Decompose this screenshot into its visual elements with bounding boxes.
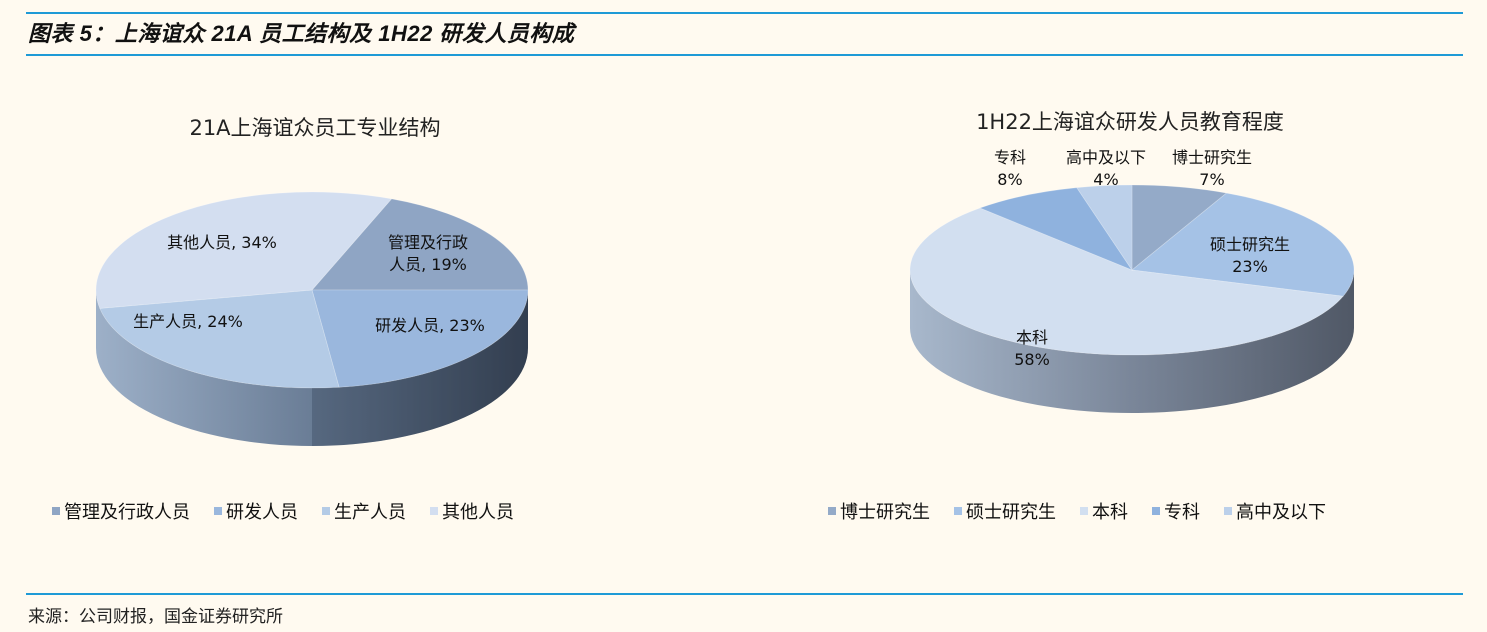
- pie-slice-1: [311, 198, 529, 291]
- data-label: 高中及以下: [1066, 148, 1146, 167]
- right-chart-legend: 博士研究生 硕士研究生 本科 专科 高中及以下: [828, 498, 1326, 524]
- data-label: 人员, 19%: [389, 255, 467, 274]
- top-rule: [26, 12, 1463, 14]
- data-label: 本科: [1016, 328, 1048, 347]
- data-label: 博士研究生: [1172, 148, 1252, 167]
- legend-label: 博士研究生: [840, 502, 930, 523]
- data-label: 硕士研究生: [1210, 235, 1290, 254]
- left-chart-legend: 管理及行政人员 研发人员 生产人员 其他人员: [52, 498, 514, 524]
- legend-swatch: [214, 507, 222, 515]
- data-label: 研发人员, 23%: [375, 316, 485, 335]
- pie-slice-5: [1076, 184, 1133, 272]
- left-pie-chart: 管理及行政人员, 19% 研发人员, 23% 生产人员, 24% 其他人员, 34%: [95, 191, 529, 446]
- legend-item: 博士研究生: [828, 498, 930, 524]
- right-chart-title: 1H22上海谊众研发人员教育程度: [976, 110, 1284, 134]
- legend-swatch: [1152, 507, 1160, 515]
- pie-slice-2: [311, 289, 529, 388]
- data-label: 生产人员, 24%: [133, 312, 243, 331]
- legend-swatch: [322, 507, 330, 515]
- data-label: 其他人员, 34%: [167, 233, 277, 252]
- legend-label: 生产人员: [334, 502, 406, 523]
- bottom-rule: [26, 593, 1463, 595]
- legend-swatch: [430, 507, 438, 515]
- data-label: 23%: [1232, 257, 1268, 276]
- legend-item: 其他人员: [430, 498, 514, 524]
- data-label: 7%: [1199, 170, 1224, 189]
- data-label: 管理及行政: [388, 233, 468, 252]
- pie-slice-2: [1131, 192, 1355, 297]
- pie-side-wall: [910, 270, 1354, 413]
- legend-item: 管理及行政人员: [52, 498, 190, 524]
- data-label: 58%: [1014, 350, 1050, 369]
- legend-label: 高中及以下: [1236, 502, 1326, 523]
- legend-swatch: [1224, 507, 1232, 515]
- legend-label: 研发人员: [226, 502, 298, 523]
- legend-swatch: [52, 507, 60, 515]
- data-label: 8%: [997, 170, 1022, 189]
- legend-label: 管理及行政人员: [64, 502, 190, 523]
- left-chart-title: 21A上海谊众员工专业结构: [189, 116, 441, 140]
- pie-slice-3: [99, 289, 340, 389]
- legend-swatch: [954, 507, 962, 515]
- legend-item: 本科: [1080, 498, 1128, 524]
- figure-title: 图表 5：上海谊众 21A 员工结构及 1H22 研发人员构成: [28, 21, 575, 46]
- pie-slice-3: [909, 207, 1344, 356]
- pie-side-wall: [96, 290, 528, 446]
- legend-swatch: [828, 507, 836, 515]
- legend-item: 研发人员: [214, 498, 298, 524]
- title-rule: [26, 54, 1463, 56]
- legend-label: 本科: [1092, 502, 1128, 523]
- data-label: 专科: [994, 148, 1026, 167]
- pie-slice-4: [95, 191, 393, 309]
- legend-swatch: [1080, 507, 1088, 515]
- pie-slice-4: [978, 187, 1134, 271]
- source-note: 来源：公司财报，国金证券研究所: [28, 607, 283, 627]
- legend-item: 生产人员: [322, 498, 406, 524]
- legend-item: 硕士研究生: [954, 498, 1056, 524]
- legend-label: 硕士研究生: [966, 502, 1056, 523]
- pie-slice-1: [1131, 184, 1228, 271]
- data-label: 4%: [1093, 170, 1118, 189]
- right-pie-chart: 博士研究生 7% 硕士研究生 23% 本科 58% 专科 8% 高中及以下 4%: [909, 148, 1355, 413]
- legend-item: 专科: [1152, 498, 1200, 524]
- legend-label: 其他人员: [442, 502, 514, 523]
- legend-item: 高中及以下: [1224, 498, 1326, 524]
- legend-label: 专科: [1164, 502, 1200, 523]
